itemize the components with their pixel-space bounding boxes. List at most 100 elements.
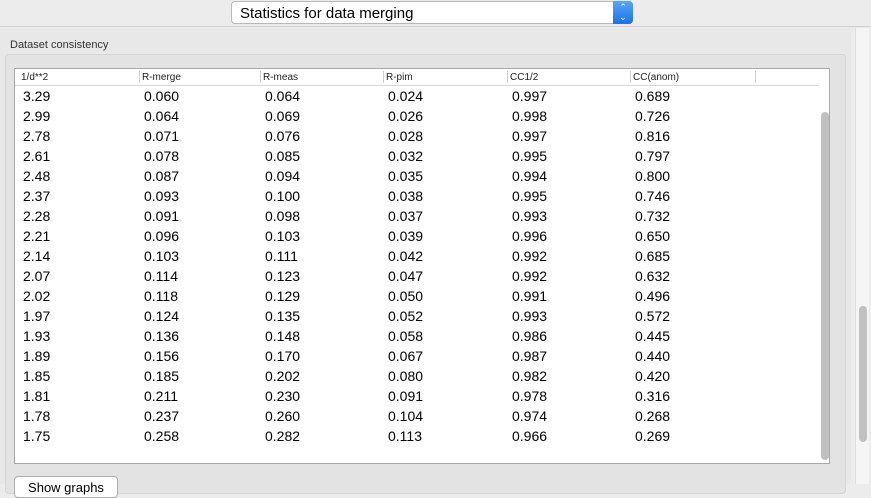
column-header[interactable]: 1/d**2 [21, 72, 49, 83]
table-cell: 1.97 [23, 308, 51, 324]
table-cell: 0.978 [512, 388, 548, 404]
table-row[interactable]: 2.21 0.096 0.103 0.039 0.996 0.650 [15, 226, 815, 246]
table-cell: 0.060 [144, 88, 180, 104]
top-toolbar: Statistics for data merging ⌃ ⌄ [0, 0, 871, 27]
table-cell: 0.445 [635, 328, 671, 344]
table-cell: 0.085 [265, 148, 301, 164]
table-cell: 0.035 [388, 168, 424, 184]
table-cell: 0.118 [144, 288, 178, 304]
column-header[interactable]: R-merge [142, 72, 181, 83]
table-cell: 0.996 [512, 228, 548, 244]
page-scrollbar[interactable] [855, 28, 869, 484]
show-graphs-button[interactable]: Show graphs [14, 476, 118, 498]
table-row[interactable]: 2.61 0.078 0.085 0.032 0.995 0.797 [15, 146, 815, 166]
table-cell: 0.797 [635, 148, 671, 164]
table-row[interactable]: 1.93 0.136 0.148 0.058 0.986 0.445 [15, 326, 815, 346]
dropdown-selected-label: Statistics for data merging [240, 5, 414, 22]
table-cell: 0.746 [635, 188, 671, 204]
table-cell: 0.032 [388, 148, 424, 164]
column-header[interactable]: R-meas [263, 72, 299, 83]
table-row[interactable]: 2.48 0.087 0.094 0.035 0.994 0.800 [15, 166, 815, 186]
table-scrollbar-thumb[interactable] [821, 112, 829, 460]
table-cell: 0.994 [512, 168, 548, 184]
table-cell: 2.99 [23, 108, 51, 124]
table-cell: 0.260 [265, 408, 301, 424]
table-cell: 0.100 [265, 188, 301, 204]
table-cell: 0.992 [512, 248, 548, 264]
table-cell: 0.103 [265, 228, 301, 244]
column-divider[interactable] [630, 71, 631, 83]
table-row[interactable]: 1.97 0.124 0.135 0.052 0.993 0.572 [15, 306, 815, 326]
table-cell: 0.572 [635, 308, 671, 324]
table-cell: 3.29 [23, 88, 51, 104]
table-header: 1/d**2 R-merge R-meas R-pim CC1/2 CC(anom) [15, 69, 818, 86]
table-row[interactable]: 2.14 0.103 0.111 0.042 0.992 0.685 [15, 246, 815, 266]
table-cell: 2.48 [23, 168, 51, 184]
page-scrollbar-thumb[interactable] [859, 306, 867, 442]
table-cell: 2.37 [23, 188, 51, 204]
table-cell: 0.039 [388, 228, 424, 244]
table-row[interactable]: 2.28 0.091 0.098 0.037 0.993 0.732 [15, 206, 815, 226]
table-cell: 0.129 [265, 288, 301, 304]
table-cell: 0.071 [144, 128, 180, 144]
column-header[interactable]: CC1/2 [510, 72, 539, 83]
statistics-table: 1/d**2 R-merge R-meas R-pim CC1/2 CC(anom) 3.… [14, 68, 830, 464]
table-cell: 0.103 [144, 248, 180, 264]
table-cell: 1.93 [23, 328, 51, 344]
table-cell: 0.998 [512, 108, 548, 124]
table-cell: 0.685 [635, 248, 671, 264]
table-row[interactable]: 1.89 0.156 0.170 0.067 0.987 0.440 [15, 346, 815, 366]
table-row[interactable]: 1.85 0.185 0.202 0.080 0.982 0.420 [15, 366, 815, 386]
table-row[interactable]: 2.78 0.071 0.076 0.028 0.997 0.816 [15, 126, 815, 146]
table-row[interactable]: 2.37 0.093 0.100 0.038 0.995 0.746 [15, 186, 815, 206]
column-divider[interactable] [260, 71, 261, 83]
table-cell: 0.993 [512, 208, 548, 224]
table-cell: 0.993 [512, 308, 548, 324]
table-cell: 0.211 [144, 388, 178, 404]
table-cell: 0.050 [388, 288, 424, 304]
column-divider[interactable] [507, 71, 508, 83]
table-cell: 0.156 [144, 348, 180, 364]
table-cell: 0.038 [388, 188, 424, 204]
table-row[interactable]: 1.81 0.211 0.230 0.091 0.978 0.316 [15, 386, 815, 406]
column-divider[interactable] [755, 71, 756, 83]
table-cell: 0.093 [144, 188, 180, 204]
table-cell: 0.800 [635, 168, 671, 184]
table-cell: 2.07 [23, 268, 51, 284]
table-cell: 0.052 [388, 308, 424, 324]
table-cell: 0.202 [265, 368, 301, 384]
table-cell: 0.024 [388, 88, 424, 104]
table-cell: 0.420 [635, 368, 671, 384]
table-row[interactable]: 3.29 0.060 0.064 0.024 0.997 0.689 [15, 86, 815, 106]
table-cell: 0.078 [144, 148, 180, 164]
table-cell: 0.496 [635, 288, 671, 304]
table-cell: 0.992 [512, 268, 548, 284]
table-cell: 0.104 [388, 408, 424, 424]
table-cell: 0.026 [388, 108, 424, 124]
table-cell: 0.650 [635, 228, 671, 244]
table-cell: 0.069 [265, 108, 301, 124]
table-scrollbar[interactable] [820, 87, 830, 463]
up-down-chevron-icon[interactable]: ⌃ ⌄ [613, 1, 633, 24]
table-cell: 2.61 [23, 148, 51, 164]
column-header[interactable]: CC(anom) [633, 72, 680, 83]
table-cell: 0.987 [512, 348, 548, 364]
table-row[interactable]: 2.02 0.118 0.129 0.050 0.991 0.496 [15, 286, 815, 306]
table-row[interactable]: 1.78 0.237 0.260 0.104 0.974 0.268 [15, 406, 815, 426]
table-cell: 0.047 [388, 268, 424, 284]
column-header[interactable]: R-pim [386, 72, 413, 83]
column-divider[interactable] [139, 71, 140, 83]
table-cell: 2.78 [23, 128, 51, 144]
table-row[interactable]: 2.07 0.114 0.123 0.047 0.992 0.632 [15, 266, 815, 286]
table-cell: 0.037 [388, 208, 424, 224]
table-cell: 0.230 [265, 388, 301, 404]
table-cell: 0.058 [388, 328, 424, 344]
statistics-dropdown[interactable]: Statistics for data merging ⌃ ⌄ [231, 1, 633, 24]
table-cell: 0.997 [512, 128, 548, 144]
table-cell: 0.995 [512, 188, 548, 204]
table-cell: 0.091 [388, 388, 424, 404]
column-divider[interactable] [383, 71, 384, 83]
table-row[interactable]: 1.75 0.258 0.282 0.113 0.966 0.269 [15, 426, 815, 446]
table-row[interactable]: 2.99 0.064 0.069 0.026 0.998 0.726 [15, 106, 815, 126]
table-cell: 0.995 [512, 148, 548, 164]
